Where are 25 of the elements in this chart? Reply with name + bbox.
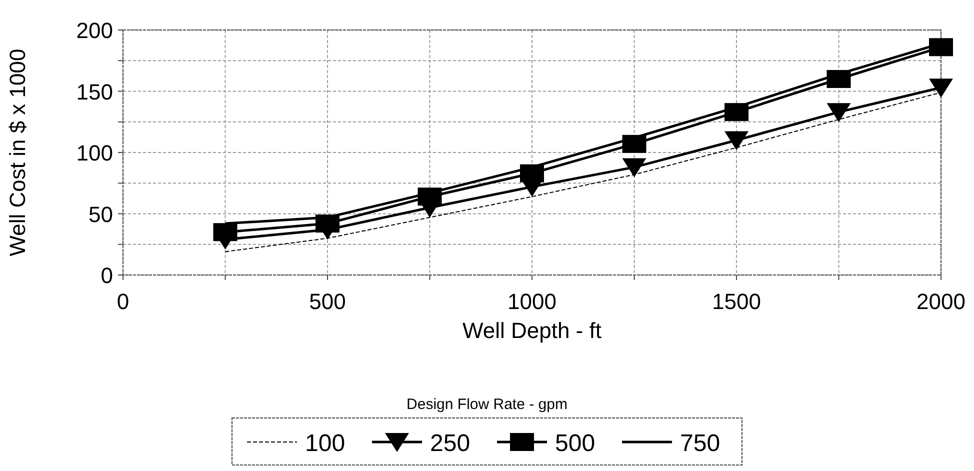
legend-title: Design Flow Rate - gpm — [406, 396, 568, 413]
point — [826, 70, 851, 88]
point — [724, 131, 748, 150]
legend-label: 100 — [305, 430, 346, 457]
y-tick-label: 0 — [100, 263, 113, 288]
point — [622, 134, 646, 153]
x-tick-label: 500 — [309, 289, 346, 314]
point — [929, 38, 953, 56]
point — [826, 103, 851, 122]
y-tick-label: 150 — [76, 79, 113, 104]
legend-label: 500 — [555, 430, 596, 457]
x-tick-label: 1500 — [712, 289, 761, 314]
y-tick-label: 50 — [88, 202, 113, 227]
x-tick-label: 0 — [116, 289, 130, 314]
x-tick-label: 1000 — [508, 289, 556, 314]
point — [724, 103, 748, 122]
legend-label: 750 — [680, 430, 720, 457]
y-axis-title: Well Cost in $ x 1000 — [5, 48, 30, 256]
x-tick-label: 2000 — [916, 289, 966, 314]
y-tick-label: 200 — [76, 18, 113, 43]
x-axis-title: Well Depth - ft — [462, 318, 602, 343]
point — [622, 158, 646, 178]
y-tick-label: 100 — [76, 140, 113, 166]
point — [929, 78, 953, 98]
legend-label: 250 — [430, 430, 470, 457]
